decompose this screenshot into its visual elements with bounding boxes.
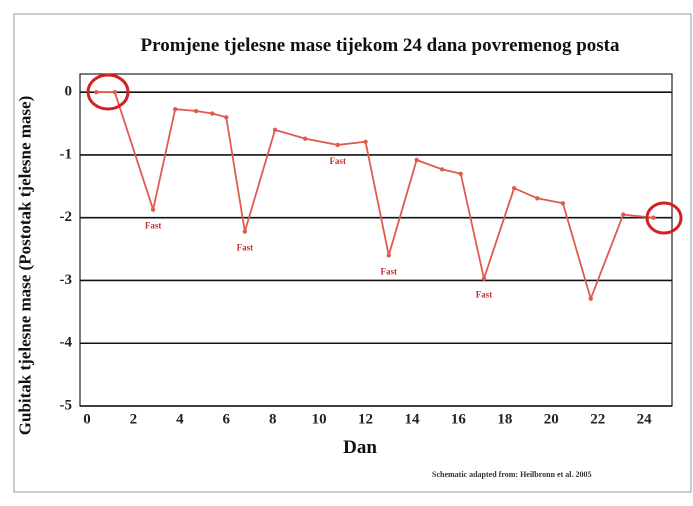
x-tick-label: 20: [544, 411, 559, 427]
y-tick-label: -1: [60, 146, 73, 162]
data-point: [560, 201, 566, 206]
x-tick-label: 24: [637, 411, 653, 427]
data-point: [150, 207, 156, 212]
y-axis-label: Gubitak tjelesne mase (Postotak tjelesne…: [15, 95, 35, 436]
annotation: Fast: [329, 156, 346, 166]
annotation: Fast: [381, 266, 398, 276]
data-point: [224, 115, 229, 120]
y-tick-label: -2: [60, 209, 73, 225]
y-tick-label: -5: [60, 397, 73, 413]
data-point: [94, 90, 99, 95]
data-point: [458, 171, 463, 176]
annotation: Fast: [145, 221, 162, 231]
plot-area: [79, 73, 673, 407]
data-point: [302, 136, 308, 141]
annotation: Fast: [476, 290, 493, 300]
x-tick-label: 4: [176, 411, 184, 427]
data-point: [414, 157, 419, 163]
y-tick-label: 0: [65, 84, 73, 100]
y-tick-label: -4: [60, 335, 73, 351]
y-tick-label: -3: [60, 272, 73, 288]
data-point: [386, 253, 391, 258]
chart: 0-1-2-3-4-50 2 4 6 8 10 12 14 16 18 20 22 24FastFast…: [13, 13, 692, 493]
x-tick-label: 0: [83, 411, 91, 427]
data-point: [481, 276, 487, 281]
source-note: Schematic adapted from: Heilbronn et al.…: [432, 470, 592, 479]
data-point: [210, 111, 215, 116]
x-tick-label: 10: [312, 411, 327, 427]
data-point: [535, 196, 540, 201]
x-tick-label: 12: [358, 411, 373, 427]
x-tick-label: 6: [223, 411, 231, 427]
x-tick-label: 2: [130, 411, 138, 427]
data-point: [363, 139, 368, 144]
data-point: [439, 167, 445, 172]
x-tick-label: 8: [269, 411, 277, 427]
page: 0 -1 -2 -3 -4 -5 0 2 4 6 8 10 12 14 16 18 20 22 24 Fast Fast…: [13, 13, 692, 493]
highlight-circle: [645, 201, 683, 235]
chart-title: Promjene tjelesne mase tijekom 24 dana p…: [140, 35, 620, 56]
data-point: [511, 186, 517, 191]
data-point: [272, 127, 278, 133]
data-point: [651, 215, 656, 220]
data-point: [112, 90, 118, 95]
x-tick-label: 16: [451, 411, 467, 427]
data-point: [172, 106, 178, 112]
annotation: Fast: [237, 243, 254, 253]
data-point: [242, 229, 248, 234]
data-point: [335, 142, 340, 148]
data-point: [588, 296, 593, 301]
x-tick-label: 22: [590, 411, 605, 427]
x-tick-label: 14: [404, 411, 420, 427]
x-tick-label: 18: [497, 411, 512, 427]
highlight-circle: [86, 73, 130, 111]
data-point: [621, 212, 626, 217]
data-point: [193, 108, 199, 114]
x-axis-label: Dan: [343, 437, 377, 458]
